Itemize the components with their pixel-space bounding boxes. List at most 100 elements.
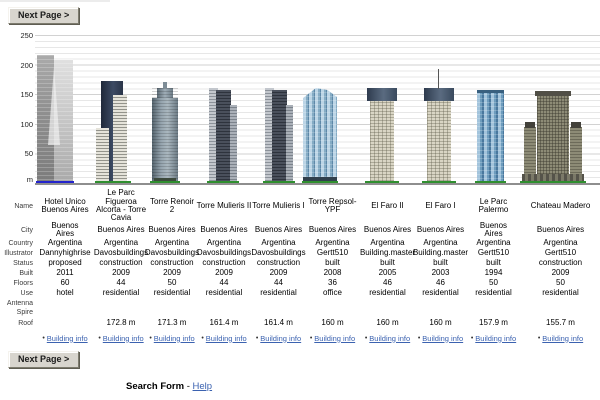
building-info-link[interactable]: Building info [422, 333, 464, 343]
spire-value [94, 308, 148, 317]
country-text: Argentina [370, 237, 405, 247]
city-text: Buenos Aires [479, 220, 508, 238]
building-illustration-chateau-madero [522, 91, 584, 183]
next-page-button-bottom[interactable]: Next Page > [8, 351, 80, 368]
floors-value: 46 [415, 278, 466, 288]
ground-strip [95, 181, 131, 184]
country-text: Argentina [47, 237, 83, 247]
city-value: Buenos Aires [415, 222, 466, 238]
antenna-value [360, 298, 415, 308]
use-value: residential [521, 288, 600, 298]
building-info-cell: • Building info [305, 330, 360, 346]
building-info-link[interactable]: Building info [205, 333, 247, 343]
country-value: Argentina [252, 238, 305, 248]
roof-value: 171.3 m [148, 317, 196, 330]
building-info-link[interactable]: Building info [153, 333, 195, 343]
country-text: Argentina [543, 237, 578, 247]
status-text: built [325, 257, 340, 267]
row-label-illustrator: Illustrator [4, 249, 33, 257]
building-info-cell: • Building info [196, 330, 252, 346]
building-illustration-el-faro-1 [424, 69, 454, 183]
illustrator-value: Dannyhighrise [36, 248, 94, 258]
bullet-icon: • [42, 334, 45, 342]
city-value: Buenos Aires [360, 222, 415, 238]
building-info-link[interactable]: Building info [475, 333, 517, 343]
built-value: 2009 [252, 268, 305, 278]
floors-text: 60 [60, 277, 70, 287]
status-text: construction [99, 257, 143, 267]
building-info-link[interactable]: Building info [314, 333, 356, 343]
building-info-link[interactable]: Building info [46, 333, 88, 343]
ground-strip [422, 181, 456, 184]
use-text: residential [542, 287, 579, 297]
name-value: Torre Renoir 2 [148, 190, 196, 222]
ground-strip [36, 181, 74, 184]
cropped-header-fragment [0, 0, 110, 2]
building-info-cell: • Building info [521, 330, 600, 346]
bullet-icon: • [364, 334, 368, 342]
antenna-value [466, 298, 521, 308]
y-axis-tick: 150 [20, 90, 33, 99]
city-text: Buenos Aires [200, 224, 248, 234]
floors-text: 50 [489, 277, 498, 287]
illustrator-value: Building.master [360, 248, 415, 258]
roof-text: 161.4 m [264, 318, 293, 328]
city-text: Buenos Aires [308, 224, 357, 234]
building-info-cell: • Building info [36, 330, 94, 346]
footer: Search Form - Help [126, 381, 212, 392]
use-value: residential [252, 288, 305, 298]
spire-value [466, 308, 521, 317]
floors-text: 50 [556, 277, 565, 287]
use-value: residential [360, 288, 415, 298]
ground-strip [520, 181, 586, 184]
building-info-link[interactable]: Building info [369, 333, 411, 343]
built-value: 2009 [196, 268, 252, 278]
status-value: proposed [36, 258, 94, 268]
roof-value: 160 m [360, 317, 415, 330]
country-text: Argentina [261, 237, 296, 247]
footer-separator: - [186, 381, 190, 392]
y-axis-unit-label: m [26, 175, 33, 184]
building-info-cell: • Building info [148, 330, 196, 346]
country-value: Argentina [415, 238, 466, 248]
bullet-icon: • [149, 334, 152, 342]
city-text: Buenos Aires [363, 224, 412, 234]
use-value: residential [94, 288, 148, 298]
floors-text: 36 [328, 277, 337, 287]
status-text: construction [538, 257, 583, 267]
name-text: El Faro I [425, 200, 456, 210]
name-value: Hotel Unico Buenos Aires [36, 190, 94, 222]
spire-value [415, 308, 466, 317]
bullet-icon: • [98, 334, 101, 342]
building-info-link[interactable]: Building info [102, 333, 144, 343]
row-label-floors: Floors [13, 279, 33, 287]
row-label-status: Status [13, 259, 33, 267]
city-value: Buenos Aires [36, 221, 94, 238]
roof-value: 155.7 m [521, 317, 600, 330]
status-text: construction [202, 257, 246, 267]
use-text: residential [153, 287, 191, 297]
spire-value [36, 308, 94, 317]
built-value: 2011 [36, 268, 94, 278]
building-info-link[interactable]: Building info [542, 333, 584, 343]
use-text: residential [260, 287, 297, 297]
antenna-value [36, 298, 94, 308]
y-axis-tick: 100 [20, 120, 33, 129]
help-link[interactable]: Help [192, 381, 213, 392]
ground-strip [263, 181, 295, 184]
illustrator-value: Building.master [413, 248, 468, 258]
name-text: Torre Mulieris II [196, 200, 252, 210]
illustrator-text: Gertt510 [316, 247, 349, 257]
floors-value: 50 [148, 278, 196, 288]
next-page-button-top[interactable]: Next Page > [8, 7, 80, 24]
roof-value: 160 m [305, 317, 360, 330]
status-text: construction [150, 257, 194, 267]
ground-strip [302, 181, 338, 184]
country-value: Argentina [94, 238, 148, 248]
row-label-antenna: Antenna [6, 299, 33, 307]
building-info-link[interactable]: Building info [260, 333, 302, 343]
antenna-value [196, 298, 252, 308]
status-text: built [486, 257, 501, 267]
roof-text: 161.4 m [209, 318, 239, 328]
